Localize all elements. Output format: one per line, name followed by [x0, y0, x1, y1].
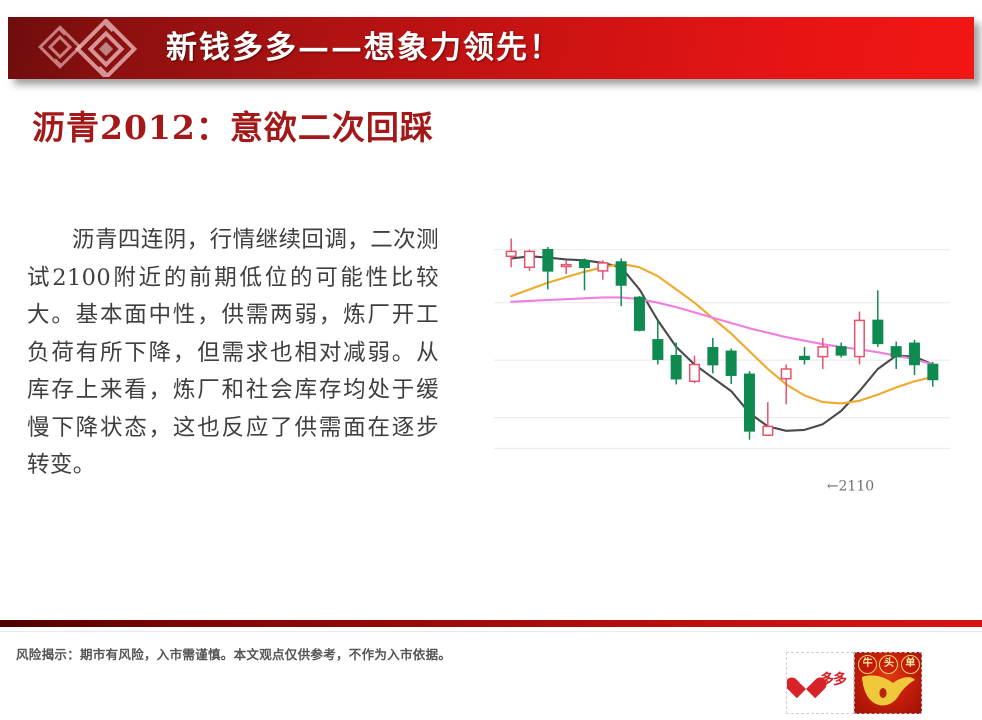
risk-disclaimer: 风险揭示：期市有风险，入市需谨慎。本文观点仅供参考，不作为入市依据。 — [16, 647, 452, 662]
niutoudan-char-1: 头 — [879, 655, 899, 674]
body-paragraph: 沥青四连阴，行情继续回调，二次测试2100附近的前期低位的可能性比较大。基本面中… — [27, 227, 439, 478]
bull-head-icon — [862, 675, 915, 706]
chart-gridlines — [494, 249, 950, 450]
chart-svg: ←2110 — [494, 238, 950, 495]
header-banner: 新钱多多——想象力领先！ — [8, 17, 974, 79]
footer-rule — [0, 620, 982, 627]
chart-candles — [505, 238, 939, 440]
diamond-lattice-logo — [38, 19, 138, 77]
footer-rule-thin — [0, 631, 982, 632]
qianduoduo-logo: 钱 多多 — [786, 652, 854, 714]
niutoudan-logo: 牛 头 单 — [854, 652, 922, 714]
chart-ma-lines — [510, 255, 934, 432]
page-title: 沥青2012：意欲二次回踩 — [32, 108, 434, 147]
chart-annotations: ←2110 — [827, 479, 874, 495]
niutoudan-chars: 牛 头 单 — [857, 655, 921, 674]
niutoudan-char-2: 单 — [900, 655, 920, 674]
qianduoduo-heart-char: 钱 — [798, 672, 812, 687]
footer-logos: 钱 多多 牛 头 单 — [786, 652, 922, 714]
banner-title: 新钱多多——想象力领先！ — [166, 30, 562, 66]
candlestick-chart: ←2110 — [494, 218, 950, 503]
qianduoduo-text: 多多 — [820, 672, 847, 688]
svg-text:←2110: ←2110 — [827, 479, 874, 495]
niutoudan-char-0: 牛 — [858, 655, 878, 674]
